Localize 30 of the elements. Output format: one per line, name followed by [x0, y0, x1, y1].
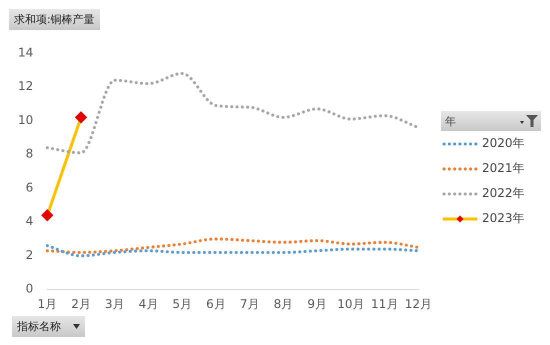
- x-tick-label: 4月: [138, 296, 158, 311]
- x-tick-label: 6月: [206, 296, 226, 311]
- chart-title: 求和项:铜棒产量: [9, 9, 100, 30]
- legend-label: 2021年: [482, 160, 525, 177]
- y-tick-label: 6: [26, 180, 34, 194]
- legend-title: 年: [445, 115, 456, 128]
- line-series: [46, 72, 420, 154]
- x-tick-label: 1月: [37, 296, 58, 311]
- x-tick-label: 9月: [307, 296, 327, 311]
- y-tick-label: 4: [26, 214, 34, 228]
- legend-label: 2022年: [482, 185, 525, 202]
- y-tick-label: 8: [26, 146, 34, 161]
- x-tick-label: 5月: [172, 296, 192, 311]
- y-tick-label: 2: [26, 248, 34, 262]
- line-series: [46, 244, 420, 258]
- x-tick-label: 11月: [370, 296, 398, 311]
- text: 指标名称: [12, 316, 84, 337]
- x-tick-label: 10月: [337, 296, 365, 311]
- y-tick-label: 12: [18, 79, 34, 94]
- y-tick-label: 14: [18, 45, 34, 60]
- y-tick-label: 10: [18, 112, 34, 127]
- x-tick-label: 12月: [404, 296, 432, 311]
- legend-label: 2020年: [482, 135, 525, 152]
- legend-label: 2023年: [482, 210, 525, 227]
- x-tick-label: 8月: [274, 296, 294, 311]
- y-tick-label: 0: [26, 282, 34, 296]
- line-series: [46, 237, 420, 254]
- x-tick-label: 7月: [240, 296, 260, 311]
- x-tick-label: 2月: [71, 296, 91, 311]
- x-tick-label: 3月: [104, 296, 125, 311]
